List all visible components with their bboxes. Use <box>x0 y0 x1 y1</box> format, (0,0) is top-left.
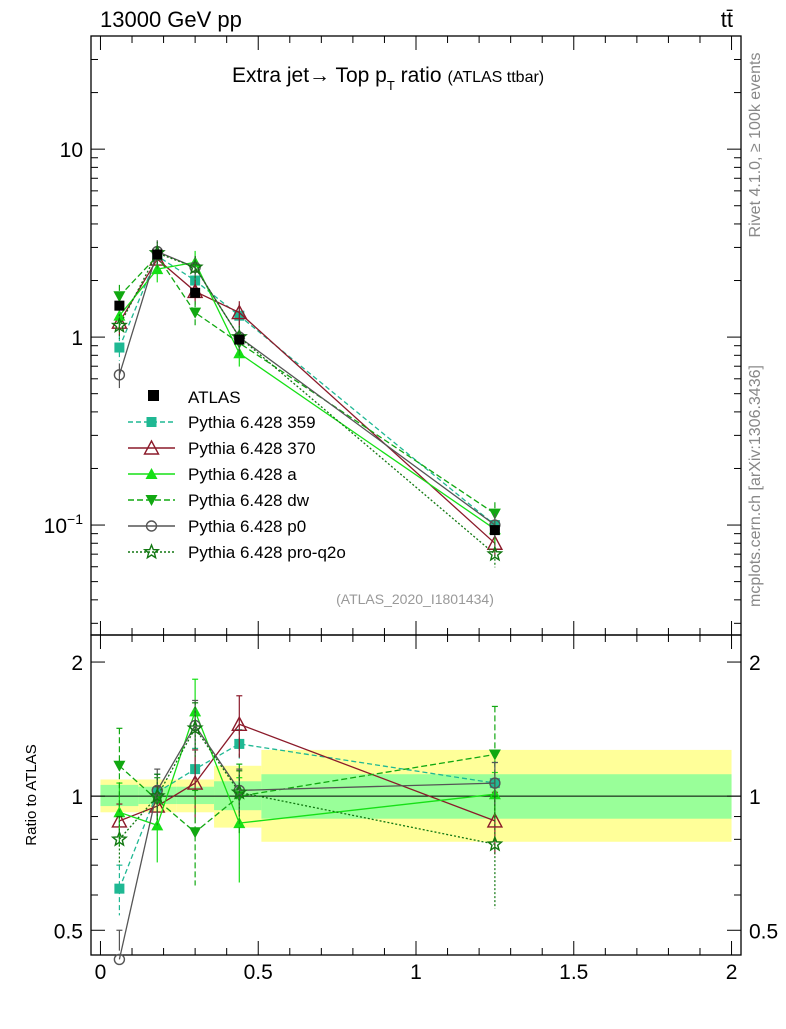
legend-label: Pythia 6.428 370 <box>188 439 316 458</box>
ratio-point <box>186 719 204 736</box>
legend-marker <box>145 520 158 532</box>
main-axes: 10 1 10−1 <box>44 35 742 636</box>
mcplots-label: mcplots.cern.ch [arXiv:1306.3436] <box>747 365 764 607</box>
header-right: tt̄ <box>721 7 733 32</box>
legend-label: Pythia 6.428 p0 <box>188 517 306 536</box>
ratio-ytick-label-right: 1 <box>749 786 761 809</box>
series-line <box>118 254 496 515</box>
main-ytick-label: 1 <box>71 327 83 350</box>
ratio-point <box>189 827 202 839</box>
series-point <box>110 316 128 333</box>
rivet-label: Rivet 4.1.0, ≥ 100k events <box>747 53 764 238</box>
title-main: Extra jet→ Top p <box>232 64 387 87</box>
series-line <box>118 261 496 530</box>
legend: ATLAS Pythia 6.428 359 Pythia 6.428 370 Pyt… <box>128 388 346 562</box>
series-point <box>189 307 202 319</box>
ratio-point <box>230 783 248 800</box>
ratio-series <box>110 678 504 966</box>
legend-data-marker <box>148 390 159 401</box>
chart-title: Extra jet→ Top pT ratio (ATLAS ttbar) <box>232 64 544 93</box>
ratio-ytick-label: 0.5 <box>54 920 83 943</box>
data-point <box>114 300 125 311</box>
x-tick-label: 0.5 <box>244 961 273 984</box>
data-point <box>152 249 163 260</box>
series-point <box>231 304 248 320</box>
ratio-point <box>110 830 128 847</box>
series-line <box>118 252 496 555</box>
ratio-point <box>486 812 504 828</box>
data-point <box>489 525 500 536</box>
ratio-point <box>488 749 501 761</box>
series-point <box>114 342 125 353</box>
x-tick-label: 1 <box>410 961 422 984</box>
ratio-point <box>113 953 126 966</box>
legend-data-label: ATLAS <box>188 388 241 407</box>
ratio-ylabel: Ratio to ATLAS <box>23 744 40 845</box>
series-point <box>113 369 126 381</box>
legend-label: Pythia 6.428 a <box>188 465 297 484</box>
ratio-point <box>148 787 166 804</box>
series-line <box>118 255 496 526</box>
legend-marker <box>146 417 157 427</box>
ratio-ytick-label-right: 2 <box>749 652 761 675</box>
legend-marker <box>143 439 160 455</box>
header-left: 13000 GeV pp <box>100 7 242 32</box>
main-series <box>110 240 504 568</box>
series-line <box>118 250 496 526</box>
ratio-point <box>486 835 504 852</box>
legend-marker <box>145 468 158 479</box>
ratio-ytick-label-right: 0.5 <box>749 920 778 943</box>
watermark: (ATLAS_2020_I1801434) <box>336 591 494 607</box>
ratio-point <box>489 777 501 789</box>
series-point <box>486 534 504 550</box>
legend-label: Pythia 6.428 359 <box>188 413 316 432</box>
x-tick-label: 0 <box>95 961 107 984</box>
ratio-point <box>113 760 126 772</box>
legend-label: Pythia 6.428 pro-q2o <box>188 543 346 562</box>
main-ytick-label: 10 <box>60 139 83 162</box>
ratio-point <box>231 715 248 731</box>
ratio-point <box>186 774 204 790</box>
title-tail: ratio <box>395 64 442 87</box>
legend-label: Pythia 6.428 dw <box>188 491 310 510</box>
title-small: (ATLAS ttbar) <box>448 69 545 86</box>
ratio-point <box>114 883 125 894</box>
x-tick-label: 1.5 <box>559 961 588 984</box>
legend-marker <box>142 543 161 560</box>
ratio-ytick-label: 2 <box>71 652 83 675</box>
ratio-ytick-label: 1 <box>71 786 83 809</box>
series-point <box>113 291 126 303</box>
title-subscript: T <box>387 78 395 93</box>
x-tick-label: 2 <box>726 961 738 984</box>
legend-marker <box>145 495 158 506</box>
main-ytick-label: 10−1 <box>44 511 84 538</box>
x-tick-labels: 0 0.5 1 1.5 2 <box>95 36 738 984</box>
series-point <box>186 258 204 275</box>
series-point <box>486 545 504 562</box>
data-point <box>190 287 201 298</box>
data-point <box>234 334 245 345</box>
